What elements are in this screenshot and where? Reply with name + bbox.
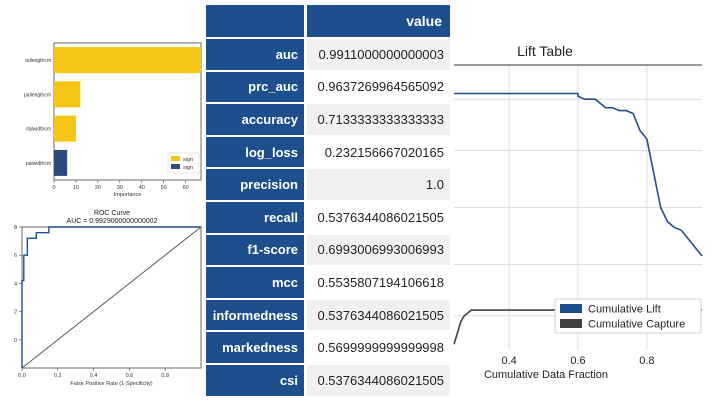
y-tick-label: palwidthcm bbox=[26, 161, 51, 167]
metric-name: auc bbox=[206, 39, 307, 72]
metrics-row: informedness 0.5376344086021505 bbox=[206, 299, 450, 333]
lift-table-svg: Lift Table 0.4 0.6 0.8 Cumulative Data Fract… bbox=[453, 43, 703, 381]
baseline-line bbox=[21, 226, 202, 369]
legend-label: Cumulative Lift bbox=[588, 304, 661, 316]
metrics-table: value auc 0.9911000000000003 prc_auc 0.9637… bbox=[206, 5, 450, 400]
x-tick-label: 0.4 bbox=[501, 355, 516, 367]
metric-name: recall bbox=[206, 201, 307, 235]
metric-value: 0.7133333333333333 bbox=[307, 104, 450, 137]
metrics-header-blank bbox=[206, 5, 307, 39]
metric-name: csi bbox=[206, 364, 307, 398]
metric-name: log_loss bbox=[206, 136, 307, 170]
legend-box bbox=[554, 298, 702, 334]
x-tick-label: 0.6 bbox=[570, 355, 585, 367]
metric-name: informedness bbox=[206, 299, 307, 333]
x-tick-label: 30 bbox=[117, 185, 123, 191]
x-axis-label: Importance bbox=[114, 192, 142, 198]
metrics-row: markedness 0.5699999999999998 bbox=[206, 332, 450, 365]
cumulative-capture-line bbox=[453, 309, 702, 345]
metric-value: 0.232156667020165 bbox=[307, 136, 450, 170]
x-tick-label: 40 bbox=[139, 185, 145, 191]
metric-value: 0.9637269964565092 bbox=[307, 71, 450, 105]
x-tick-label: 0 bbox=[52, 185, 55, 191]
metric-name: f1-score bbox=[206, 234, 307, 268]
x-axis-label: False Positive Rate (1-Specificity) bbox=[70, 381, 152, 387]
legend-label: sign bbox=[183, 157, 193, 163]
y-tick-label: 0 bbox=[14, 338, 17, 344]
importance-bar bbox=[54, 115, 76, 142]
metric-value: 0.5376344086021505 bbox=[307, 299, 450, 333]
y-tick-label: italwidthcm bbox=[26, 127, 51, 133]
x-tick-label: 10 bbox=[73, 185, 79, 191]
metric-name: prc_auc bbox=[206, 71, 307, 105]
metric-value: 0.5535807194106618 bbox=[307, 267, 450, 300]
x-tick-label: 0.6 bbox=[126, 373, 134, 379]
y-tick-label: 2 bbox=[14, 310, 17, 316]
legend-swatch bbox=[560, 304, 582, 313]
metric-name: accuracy bbox=[206, 104, 307, 137]
x-tick-label: 0.8 bbox=[639, 355, 654, 367]
metrics-row: recall 0.5376344086021505 bbox=[206, 201, 450, 235]
metric-name: markedness bbox=[206, 332, 307, 365]
x-tick-label: 50 bbox=[161, 185, 167, 191]
x-tick-label: 0.4 bbox=[90, 373, 98, 379]
metrics-row: f1-score 0.6993006993006993 bbox=[206, 234, 450, 268]
metrics-row: csi 0.5376344086021505 bbox=[206, 364, 450, 398]
legend-swatch bbox=[171, 164, 180, 169]
chart-title: Lift Table bbox=[517, 43, 573, 59]
metrics-row: accuracy 0.7133333333333333 bbox=[206, 104, 450, 137]
metric-name: precision bbox=[206, 169, 307, 202]
feature-importance-chart: tallengthcm pallengthcm italwidthcm palwidt… bbox=[0, 35, 205, 205]
y-tick-label: 4 bbox=[14, 281, 17, 287]
metrics-table-grid: value auc 0.9911000000000003 prc_auc 0.9637… bbox=[206, 5, 450, 398]
metric-value: 0.5376344086021505 bbox=[307, 364, 450, 398]
x-tick-label: 60 bbox=[183, 185, 189, 191]
x-tick-label: 20 bbox=[95, 185, 101, 191]
metric-value: 0.5699999999999998 bbox=[307, 332, 450, 365]
x-tick-label: 0.0 bbox=[18, 373, 26, 379]
roc-curve-line bbox=[21, 226, 201, 368]
x-tick-label: 0.2 bbox=[54, 373, 62, 379]
feature-importance-svg: tallengthcm pallengthcm italwidthcm palwidt… bbox=[24, 42, 202, 198]
metrics-row: auc 0.9911000000000003 bbox=[206, 39, 450, 72]
importance-bar bbox=[54, 149, 68, 176]
metric-value: 0.9911000000000003 bbox=[307, 39, 450, 72]
y-tick-label: tallengthcm bbox=[25, 58, 51, 64]
legend-swatch bbox=[171, 156, 180, 161]
metric-value: 0.5376344086021505 bbox=[307, 201, 450, 235]
x-tick-label: 0.8 bbox=[161, 373, 169, 379]
metrics-row: precision 1.0 bbox=[206, 169, 450, 202]
roc-curve-chart: ROC Curve AUC = 0.9929000000000002 0.0 0.2 0… bbox=[0, 205, 205, 405]
metrics-row: mcc 0.5535807194106618 bbox=[206, 267, 450, 300]
metrics-row: log_loss 0.232156667020165 bbox=[206, 136, 450, 170]
metrics-header-value: value bbox=[307, 5, 450, 39]
chart-subtitle: AUC = 0.9929000000000002 bbox=[67, 218, 158, 225]
cumulative-lift-line bbox=[454, 92, 703, 257]
y-tick-label: 6 bbox=[14, 253, 17, 259]
y-tick-label: 8 bbox=[14, 225, 17, 231]
metric-value: 0.6993006993006993 bbox=[307, 234, 450, 268]
importance-bar bbox=[54, 47, 201, 74]
metric-name: mcc bbox=[206, 267, 307, 300]
importance-bar bbox=[54, 81, 81, 108]
lift-table-chart: Lift Table 0.4 0.6 0.8 Cumulative Data Fract… bbox=[452, 38, 720, 383]
plot-frame bbox=[53, 42, 202, 181]
y-tick-label: pallengthcm bbox=[24, 92, 51, 98]
legend-label: sign bbox=[183, 165, 193, 171]
legend-label: Cumulative Capture bbox=[588, 319, 685, 331]
legend-swatch bbox=[560, 319, 582, 328]
metric-value: 1.0 bbox=[307, 169, 450, 202]
chart-title: ROC Curve bbox=[94, 210, 130, 217]
metrics-row: prc_auc 0.9637269964565092 bbox=[206, 71, 450, 105]
x-axis-label: Cumulative Data Fraction bbox=[484, 369, 608, 381]
